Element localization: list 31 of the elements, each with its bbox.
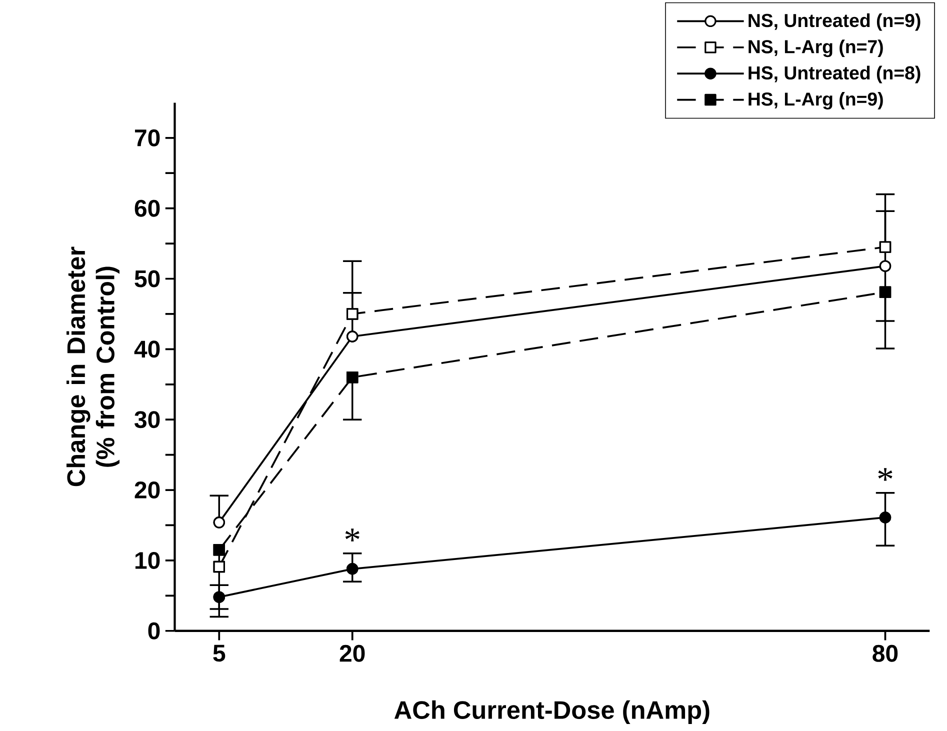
x-tick-label: 80 xyxy=(872,644,898,662)
y-tick-label: 0 xyxy=(148,622,160,640)
point xyxy=(213,591,226,603)
point xyxy=(346,308,358,320)
y-axis-title: Change in Diameter (% from Control) xyxy=(66,246,120,486)
x-tick-label: 20 xyxy=(340,644,365,662)
legend-label: HS, Untreated (n=8) xyxy=(748,66,920,84)
y-tick-label: 60 xyxy=(134,200,160,217)
annotation: * xyxy=(878,468,892,481)
y-tick-label: 20 xyxy=(134,482,160,499)
point xyxy=(213,544,226,556)
point xyxy=(213,516,226,528)
y-tick-label: 10 xyxy=(135,552,160,569)
point xyxy=(879,286,892,298)
point xyxy=(879,512,892,524)
point xyxy=(213,560,226,573)
legend-label: NS, Untreated (n=9) xyxy=(748,13,920,31)
y-tick-label: 70 xyxy=(135,129,160,146)
y-tick-label: 40 xyxy=(134,340,160,358)
point xyxy=(346,563,358,575)
point xyxy=(879,260,892,272)
point xyxy=(346,372,358,384)
point xyxy=(346,330,358,342)
y-tick-label: 50 xyxy=(134,270,160,288)
point xyxy=(879,241,892,253)
x-tick-label: 5 xyxy=(213,644,226,662)
legend-label: NS, L-Arg (n=7) xyxy=(748,40,883,58)
legend-label: HS, L-Arg (n=9) xyxy=(748,92,883,110)
x-axis-title: ACh Current-Dose (nAmp) xyxy=(394,700,710,724)
annotation: * xyxy=(345,528,360,542)
y-tick-label: 30 xyxy=(134,411,160,428)
